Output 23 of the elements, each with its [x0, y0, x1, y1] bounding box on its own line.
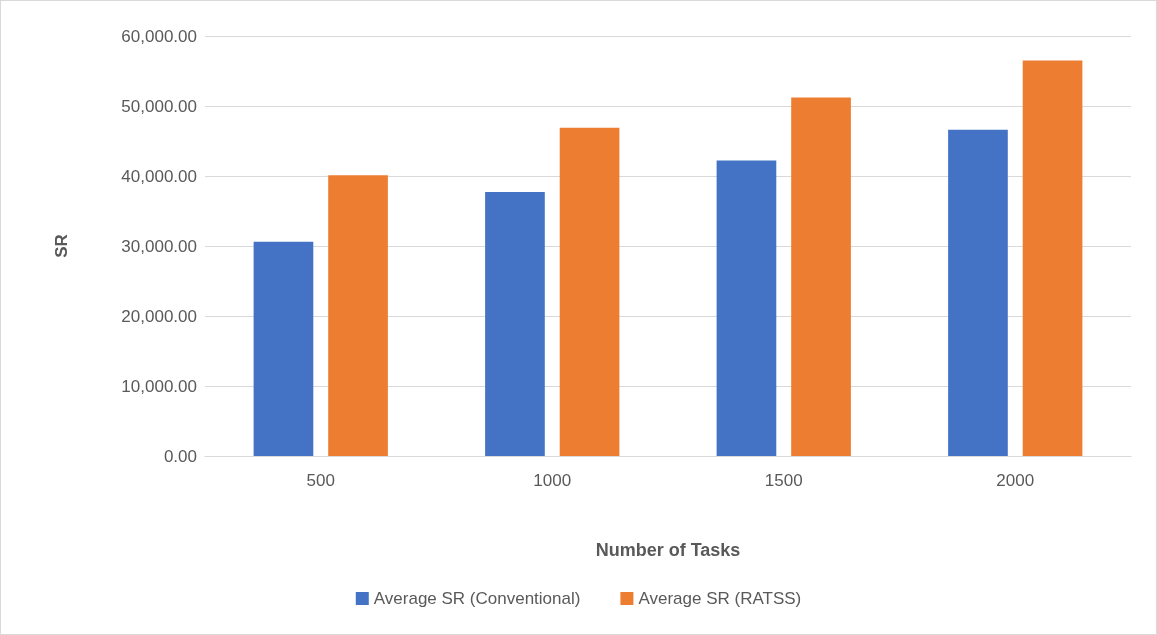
x-tick-label: 2000	[996, 471, 1035, 490]
y-tick-label: 40,000.00	[121, 166, 197, 186]
bar	[328, 175, 388, 456]
y-tick-label: 10,000.00	[121, 376, 197, 396]
bar	[948, 129, 1008, 456]
bar	[253, 241, 314, 456]
y-tick-label: 50,000.00	[121, 96, 197, 116]
y-tick-label: 20,000.00	[121, 306, 197, 326]
bar	[716, 160, 777, 456]
legend-label: Average SR (Conventional)	[373, 589, 581, 608]
y-tick-label: 0.00	[163, 446, 197, 466]
x-axis-title: Number of Tasks	[595, 540, 741, 560]
y-axis-title: SR	[52, 234, 71, 258]
legend-label: Average SR (RATSS)	[638, 589, 802, 608]
bar	[791, 97, 851, 456]
bar	[559, 127, 620, 456]
bar	[485, 192, 545, 456]
y-tick-label: 30,000.00	[121, 236, 197, 256]
bar	[1022, 60, 1083, 456]
x-tick-label: 500	[306, 471, 335, 490]
x-tick-label: 1000	[533, 471, 572, 490]
x-tick-label: 1500	[764, 471, 803, 490]
y-tick-label: 60,000.00	[121, 26, 197, 46]
